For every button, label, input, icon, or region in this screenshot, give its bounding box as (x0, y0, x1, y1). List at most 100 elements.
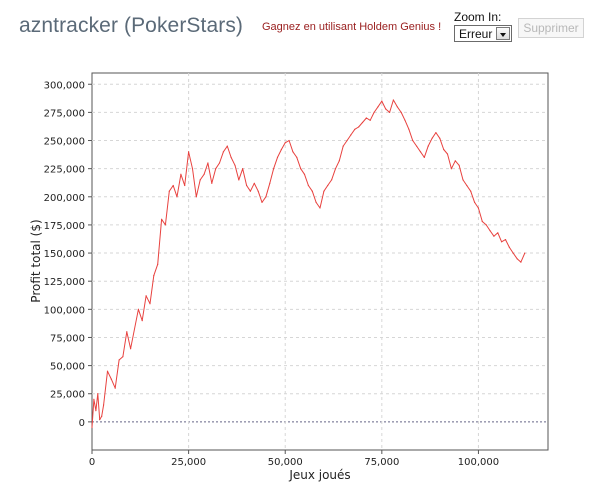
data-point (516, 258, 518, 260)
data-point (365, 117, 367, 119)
delete-button[interactable]: Supprimer (518, 18, 584, 38)
data-point (342, 145, 344, 147)
data-point (226, 145, 228, 147)
data-point (288, 139, 290, 142)
data-point (508, 246, 510, 248)
data-point (188, 151, 190, 153)
data-point (408, 128, 410, 130)
data-point (435, 132, 437, 134)
x-tick-label: 75,000 (364, 457, 399, 468)
data-point (269, 182, 271, 184)
x-tick-label: 0 (89, 457, 95, 468)
data-point (443, 148, 445, 151)
y-axis-label: Profit total ($) (29, 219, 43, 302)
data-point (470, 190, 472, 192)
data-point (184, 184, 186, 187)
data-point (141, 320, 143, 322)
data-point (396, 106, 398, 108)
y-tick-label: 250,000 (44, 137, 85, 148)
data-point (126, 331, 128, 333)
data-point (215, 168, 217, 170)
data-point (300, 168, 302, 170)
data-point (296, 156, 298, 158)
data-point (218, 162, 221, 164)
data-point (416, 145, 418, 147)
data-point (346, 139, 348, 142)
promo-link[interactable]: Gagnez en utilisant Holdem Genius ! (262, 21, 442, 33)
data-point (137, 308, 139, 310)
data-point (195, 196, 197, 198)
y-tick-label: 275,000 (44, 108, 85, 119)
data-point (392, 99, 394, 101)
plot-area (91, 72, 549, 451)
data-point (323, 190, 325, 192)
data-point (211, 182, 213, 184)
data-point (404, 119, 406, 121)
data-point (246, 184, 248, 187)
x-axis-ticks: 0 25,000 50,000 75,000 100,000 (89, 450, 499, 468)
data-point (176, 196, 178, 198)
data-point (114, 387, 116, 389)
y-tick-label: 225,000 (44, 165, 85, 176)
y-axis-ticks: 0 25,000 50,000 75,000 100,000 125,000 150,000… (44, 80, 92, 429)
data-point (122, 356, 124, 358)
data-point (389, 111, 391, 113)
zoom-select[interactable]: Erreur (454, 25, 512, 42)
data-point (373, 111, 375, 113)
data-point (419, 151, 422, 153)
data-point (292, 151, 294, 153)
data-point (338, 160, 340, 162)
data-point (153, 275, 155, 277)
data-point (180, 173, 182, 175)
data-point (242, 168, 244, 170)
data-point (369, 119, 371, 121)
data-point (91, 426, 93, 429)
data-point (99, 419, 101, 421)
x-tick-label: 25,000 (171, 457, 206, 468)
x-tick-label: 100,000 (458, 457, 499, 468)
y-tick-label: 300,000 (44, 80, 85, 91)
data-point (512, 252, 514, 254)
data-point (327, 184, 329, 187)
data-point (439, 137, 441, 139)
data-point (168, 190, 170, 192)
data-point (238, 179, 240, 181)
data-point (497, 232, 499, 234)
zoom-select-value: Erreur (459, 27, 493, 41)
data-point (381, 100, 383, 102)
data-point (149, 303, 151, 305)
data-point (230, 156, 232, 158)
grid-lines (92, 73, 548, 450)
zoom-label: Zoom In: (454, 10, 502, 24)
data-point (222, 151, 224, 153)
data-point (485, 224, 487, 226)
chevron-down-icon[interactable] (496, 27, 510, 40)
data-point (101, 415, 103, 417)
data-point (307, 184, 309, 187)
data-point (361, 121, 364, 124)
data-point (400, 111, 402, 113)
data-point (504, 239, 507, 241)
y-tick-label: 175,000 (44, 221, 85, 232)
data-point (501, 241, 503, 243)
data-point (524, 252, 526, 254)
data-point (110, 378, 112, 380)
data-point (454, 160, 456, 162)
y-tick-label: 0 (79, 418, 85, 429)
data-point (207, 162, 209, 164)
data-point (130, 348, 132, 350)
data-point (280, 148, 282, 151)
data-point (427, 145, 429, 147)
data-point (331, 179, 333, 181)
data-point (249, 190, 251, 192)
data-point (145, 295, 147, 297)
y-tick-label: 150,000 (44, 249, 85, 260)
data-point (257, 190, 259, 192)
data-point (354, 128, 356, 130)
data-point (358, 126, 360, 128)
data-point (385, 108, 387, 110)
data-point (458, 164, 460, 166)
x-axis-label: Jeux joués (288, 468, 350, 482)
data-point (446, 153, 449, 155)
